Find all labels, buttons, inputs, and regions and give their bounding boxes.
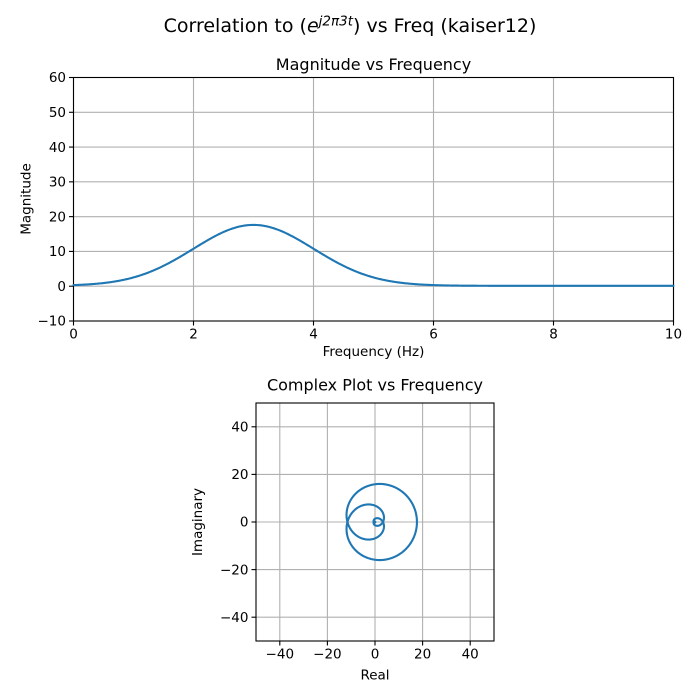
magnitude-chart-xlabel: Frequency (Hz) [323,344,425,360]
magnitude-chart-title: Magnitude vs Frequency [276,55,471,74]
y-tick-label: 20 [49,209,66,225]
y-tick-label: −10 [38,314,67,330]
complex-chart-xlabel: Real [360,668,389,684]
y-tick-label: 50 [49,105,66,121]
magnitude-chart-curve [72,223,675,287]
x-tick-label: −20 [313,647,342,663]
x-tick-label: 0 [371,647,380,663]
complex-chart-ylabel: Imaginary [190,488,206,556]
magnitude-chart-ylabel: Magnitude [19,163,35,235]
y-tick-label: 0 [57,279,66,295]
x-tick-label: 0 [69,327,78,343]
magnitude-chart-axes-border [72,76,675,322]
figure-suptitle: Correlation to (ej2π3t) vs Freq (kaiser1… [164,14,537,38]
y-tick-label: 40 [49,140,66,156]
x-tick-label: 8 [549,327,558,343]
y-tick-label: 60 [49,70,66,86]
x-tick-label: −40 [266,647,295,663]
suptitle-exponent: j2π3t [317,14,354,30]
y-tick-label: 30 [49,175,66,191]
x-tick-label: 10 [665,327,682,343]
y-tick-label: 0 [240,515,249,531]
suptitle-e-symbol: e [307,15,319,37]
complex-chart-title: Complex Plot vs Frequency [267,376,483,395]
y-tick-label: 10 [49,244,66,260]
x-tick-label: 2 [189,327,198,343]
complex-chart-curve [345,482,418,562]
x-tick-label: 6 [429,327,438,343]
y-tick-label: −40 [220,610,249,626]
y-tick-label: 20 [231,467,248,483]
x-tick-label: 4 [309,327,318,343]
x-tick-label: 20 [414,647,431,663]
suptitle-prefix: Correlation to ( [164,15,307,37]
y-tick-label: −20 [220,562,249,578]
complex-chart-layer: −40 −20 0 20 40 −40 −20 0 20 40 [220,402,495,663]
x-tick-label: 40 [462,647,479,663]
suptitle-suffix: ) vs Freq (kaiser12) [353,15,536,37]
y-tick-label: 40 [231,420,248,436]
